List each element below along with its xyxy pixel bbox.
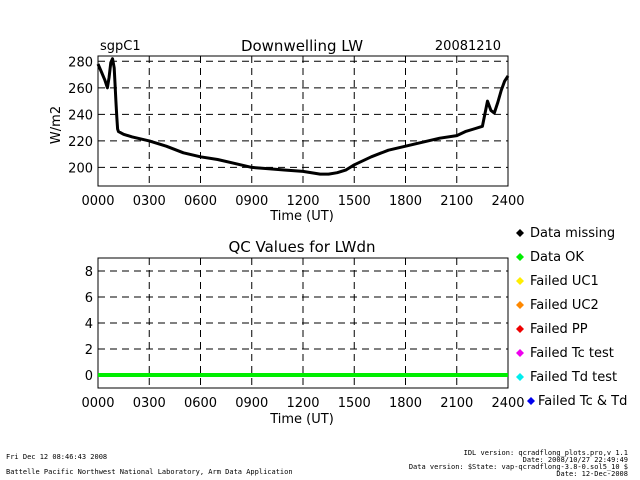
y-tick-label: 220: [68, 135, 93, 150]
x-tick-label: 1800: [389, 194, 422, 209]
y-tick-label: 240: [68, 108, 93, 123]
x-tick-label: 2100: [440, 396, 473, 411]
legend-marker: [516, 253, 524, 261]
legend-marker: [527, 397, 535, 405]
chart-title: Downwelling LW: [241, 37, 363, 55]
x-tick-label: 0000: [81, 194, 114, 209]
qc-chart-title: QC Values for LWdn: [228, 238, 375, 256]
y-tick-label: 200: [68, 161, 93, 176]
site-label: sgpC1: [100, 39, 141, 54]
x-axis-label: Time (UT): [269, 209, 334, 224]
x-tick-label: 0900: [235, 194, 268, 209]
legend-marker: [516, 349, 524, 357]
legend-label: Data OK: [530, 250, 584, 265]
x-tick-label: 1800: [389, 396, 422, 411]
legend-label: Data missing: [530, 226, 615, 241]
footer-timestamp: Fri Dec 12 08:46:43 2008: [6, 453, 107, 461]
x-tick-label: 1500: [338, 396, 371, 411]
legend-label: Failed Td test: [530, 370, 617, 385]
x-tick-label: 0600: [184, 396, 217, 411]
qc-grid: [98, 258, 508, 388]
footer-idl-version: IDL version: qcradflong_plots.pro,v 1.1: [464, 449, 628, 457]
legend-label: Failed Tc & Td: [538, 394, 627, 409]
footer-data-version: Data version: $State: vap-qcradflong-3.8…: [409, 463, 628, 471]
date-label: 20081210: [435, 39, 501, 54]
x-tick-label: 2100: [440, 194, 473, 209]
legend-marker: [516, 325, 524, 333]
y-tick-label: 280: [68, 55, 93, 70]
y-tick-label: 8: [85, 265, 93, 280]
legend-label: Failed Tc test: [530, 346, 614, 361]
y-tick-labels: 200 220 240 260 280: [68, 55, 93, 176]
qc-x-tick-labels: 0000 0300 0600 0900 1200 1500 1800 2100 2400: [81, 396, 524, 411]
footer-date-line: Date: 2008/10/27 22:49:49: [523, 456, 628, 464]
grid: [98, 56, 508, 186]
x-tick-label: 1500: [338, 194, 371, 209]
x-tick-labels: 0000 0300 0600 0900 1200 1500 1800 2100 2400: [81, 194, 524, 209]
x-tick-label: 0900: [235, 396, 268, 411]
qc-y-tick-labels: 0 2 4 6 8: [85, 265, 93, 384]
x-tick-label: 0300: [133, 194, 166, 209]
footer: Fri Dec 12 08:46:43 2008 Battelle Pacifi…: [6, 449, 628, 478]
legend-marker: [516, 277, 524, 285]
y-tick-label: 4: [85, 317, 93, 332]
legend-marker: [516, 301, 524, 309]
y-tick-label: 2: [85, 343, 93, 358]
y-axis-label: W/m2: [49, 106, 64, 144]
legend-label: Failed UC2: [530, 298, 599, 313]
qc-legend: Data missing Data OK Failed UC1 Failed UC2 F…: [516, 226, 627, 409]
legend-marker: [516, 229, 524, 237]
qc-values-chart: QC Values for LWdn 0 2 4 6 8 0000 0300 0600 090…: [81, 238, 524, 427]
x-tick-label: 2400: [491, 396, 524, 411]
y-tick-label: 0: [85, 369, 93, 384]
legend-label: Failed PP: [530, 322, 588, 337]
legend-label: Failed UC1: [530, 274, 599, 289]
x-tick-label: 0000: [81, 396, 114, 411]
x-tick-label: 0600: [184, 194, 217, 209]
downwelling-lw-chart: sgpC1 Downwelling LW 20081210 2002202402…: [49, 37, 525, 224]
qc-x-axis-label: Time (UT): [269, 412, 334, 427]
x-tick-label: 2400: [491, 194, 524, 209]
x-tick-label: 1200: [286, 396, 319, 411]
footer-org: Battelle Pacific Northwest National Labo…: [6, 468, 293, 476]
x-tick-label: 1200: [286, 194, 319, 209]
footer-date-created: Date: 12-Dec-2008: [556, 470, 628, 478]
legend-marker: [516, 373, 524, 381]
lw-series-line: [96, 57, 510, 176]
x-tick-label: 0300: [133, 396, 166, 411]
y-tick-label: 260: [68, 82, 93, 97]
y-tick-label: 6: [85, 291, 93, 306]
